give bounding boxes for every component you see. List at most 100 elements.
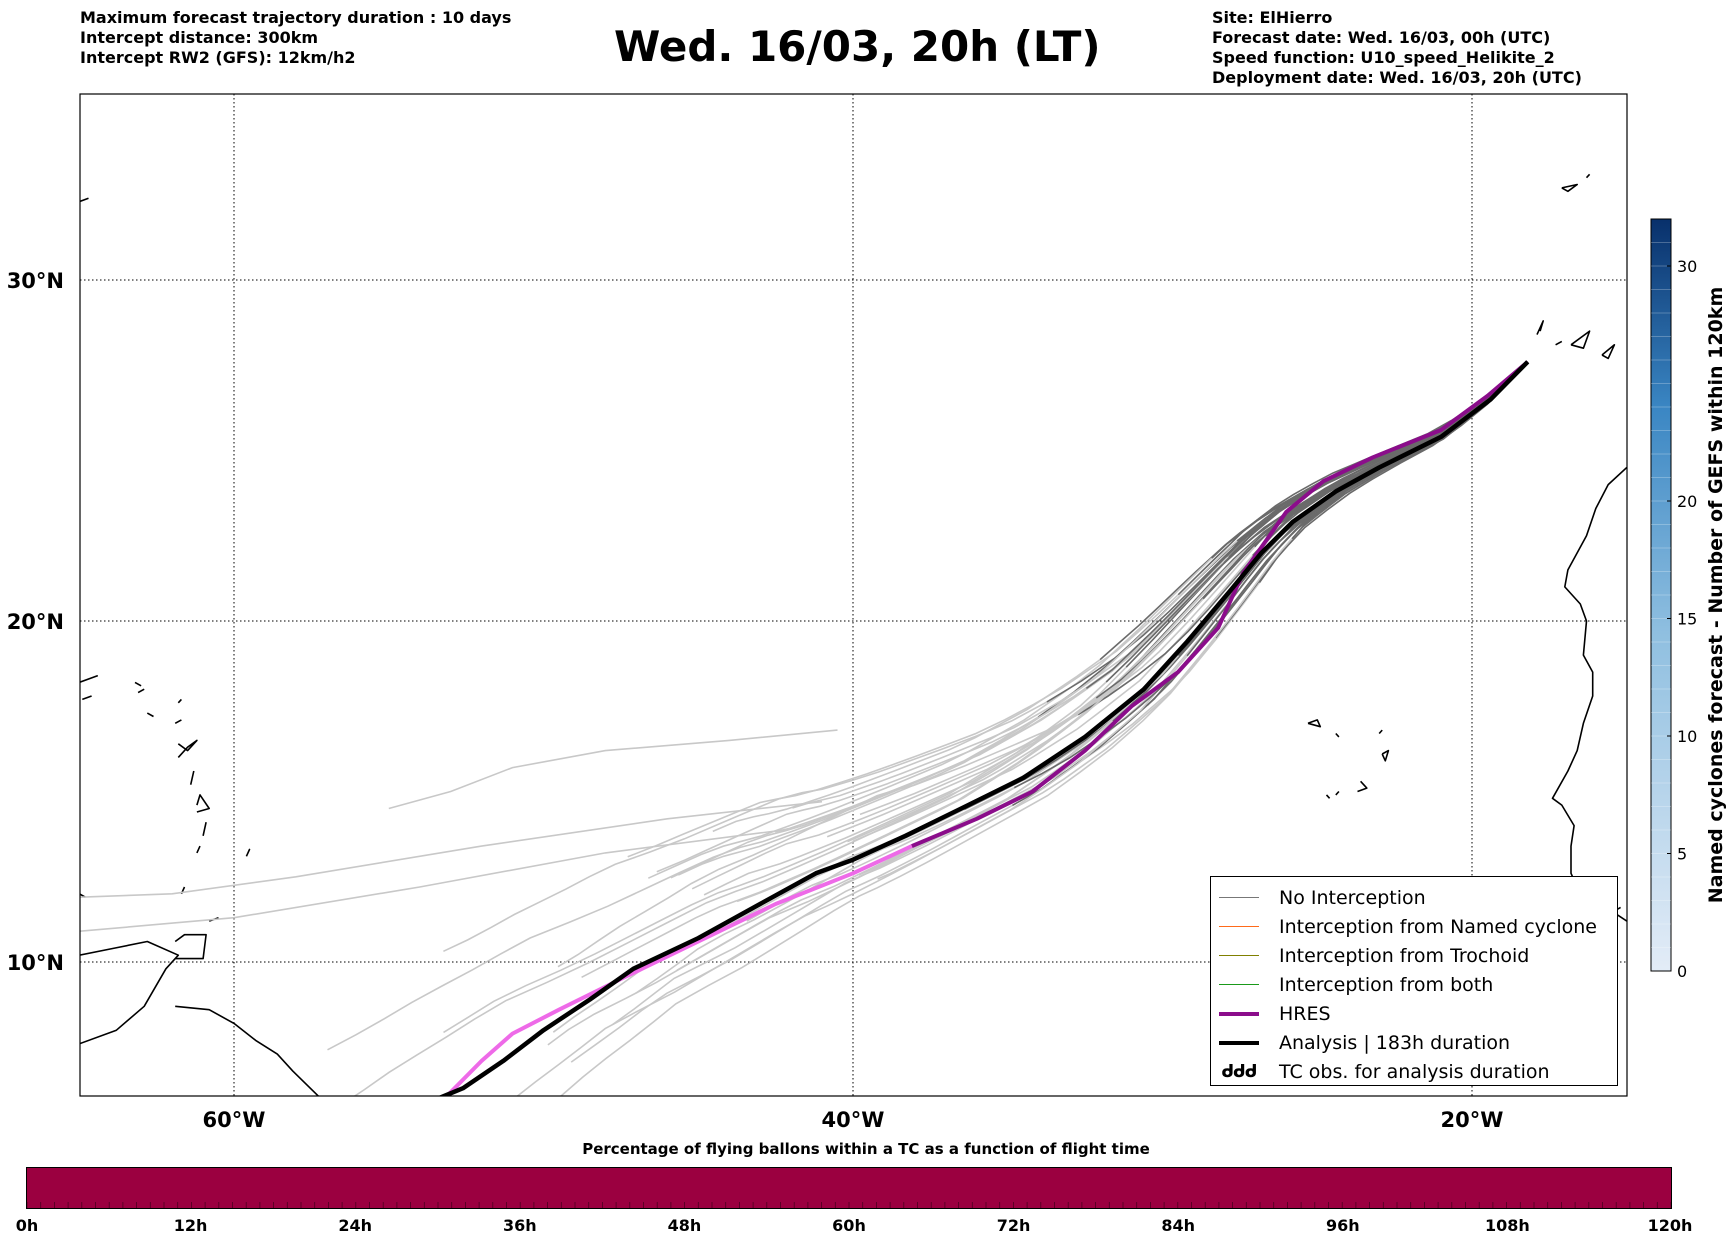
legend-swatch — [1219, 897, 1259, 898]
lon-tick-label: 20°W — [1441, 1108, 1504, 1130]
coastlines — [80, 173, 1627, 1096]
coastline-segment — [1561, 183, 1578, 193]
coastline-segment — [245, 848, 251, 857]
time-colorbar-tick-label: 84h — [1161, 1216, 1196, 1235]
colorbar-tick-label: 15 — [1677, 610, 1697, 629]
coastline-segment — [1335, 790, 1340, 796]
coastline-segment — [175, 1005, 320, 1096]
colorbar-tick-label: 10 — [1677, 727, 1697, 746]
legend-line-icon — [1219, 955, 1259, 956]
legend-label: Analysis | 183h duration — [1279, 1031, 1511, 1054]
coastline-segment — [1555, 340, 1563, 346]
legend-label: No Interception — [1279, 886, 1426, 909]
colorbar-tick-label: 30 — [1677, 257, 1697, 276]
deployment-date-text: Deployment date: Wed. 16/03, 20h (UTC) — [1212, 68, 1582, 87]
ensemble-member-late — [736, 533, 1265, 903]
time-colorbar-fill — [27, 1168, 1671, 1208]
ensemble-member-late — [547, 607, 1216, 1046]
colorbar-tick-label: 0 — [1677, 962, 1687, 981]
ensemble-member-west — [80, 828, 792, 933]
main-trajectories — [438, 360, 1530, 1096]
coastline-segment — [80, 674, 99, 683]
time-colorbar-tick-label: 72h — [996, 1216, 1031, 1235]
legend-item: Interception from both — [1219, 970, 1493, 999]
coastline-segment — [1381, 749, 1390, 762]
time-colorbar-tick-label: 0h — [15, 1216, 39, 1235]
coastline-segment — [174, 719, 182, 725]
max-duration-text: Maximum forecast trajectory duration : 1… — [80, 8, 512, 27]
legend-label: TC obs. for analysis duration — [1279, 1060, 1550, 1083]
legend-line-icon — [1219, 1011, 1259, 1016]
legend-label: Interception from Named cyclone — [1279, 915, 1597, 938]
ensemble-member-west — [80, 800, 823, 898]
ensemble-member-west — [388, 729, 838, 810]
legend-swatch — [1219, 1040, 1259, 1045]
coastline-segment — [82, 695, 92, 701]
map-frame — [79, 93, 1628, 1097]
coastline-segment — [134, 681, 142, 687]
coastline-segment — [1570, 330, 1591, 349]
legend-item: ᑯᑯᑯ TC obs. for analysis duration — [1219, 1057, 1550, 1086]
ensemble-member-late — [559, 637, 1217, 1096]
coastline-segment — [1585, 173, 1591, 179]
legend-label: Interception from Trochoid — [1279, 944, 1530, 967]
coastline-segment — [177, 739, 198, 758]
ensemble-member-late — [627, 594, 1179, 858]
time-colorbar-title: Percentage of flying ballons within a TC… — [582, 1140, 1150, 1158]
time-colorbar — [26, 1167, 1672, 1209]
legend-label: HRES — [1279, 1002, 1331, 1025]
ensemble-member-late — [516, 655, 1188, 1096]
coastline-segment — [137, 688, 145, 694]
time-colorbar-tick-label: 12h — [173, 1216, 208, 1235]
time-colorbar-tick-label: 96h — [1325, 1216, 1360, 1235]
map-legend: No Interception Interception from Named c… — [1210, 876, 1618, 1086]
time-colorbar-tick-label: 108h — [1484, 1216, 1530, 1235]
hres-trajectory-late — [444, 844, 913, 1096]
coastline-segment — [177, 698, 182, 704]
lat-tick-label: 30°N — [7, 269, 64, 293]
forecast-date-text: Forecast date: Wed. 16/03, 00h (UTC) — [1212, 28, 1551, 47]
coastline-segment — [196, 845, 201, 854]
ensemble-member-late — [691, 697, 1097, 890]
intercept-distance-text: Intercept distance: 300km — [80, 28, 319, 47]
time-colorbar-tick-label: 36h — [502, 1216, 537, 1235]
coastline-segment — [1536, 320, 1544, 335]
coastline-segment — [196, 794, 210, 813]
ensemble-member-late — [635, 786, 1015, 995]
legend-item: No Interception — [1219, 883, 1426, 912]
legend-swatch — [1219, 926, 1259, 927]
ensemble-member-late — [353, 666, 1127, 1096]
ensemble-member-late — [656, 562, 1225, 873]
legend-item: HRES — [1219, 999, 1331, 1028]
coastline-segment — [146, 712, 154, 718]
lat-tick-label: 10°N — [7, 951, 64, 975]
intercept-rw2-text: Intercept RW2 (GFS): 12km/h2 — [80, 48, 356, 67]
coastline-segment — [1335, 732, 1340, 738]
ensemble-member-late — [443, 701, 1048, 953]
ensemble-member-late — [746, 689, 1146, 922]
time-colorbar-tick-label: 120h — [1647, 1216, 1693, 1235]
coastline-segment — [202, 822, 207, 836]
lat-tick-label: 20°N — [7, 610, 64, 634]
legend-swatch — [1219, 984, 1259, 985]
lon-tick-label: 40°W — [822, 1108, 885, 1130]
cyclone-colorbar-label: Named cyclones forecast - Number of GEFS… — [1705, 287, 1727, 904]
ensemble-member-late — [712, 658, 1101, 833]
header-right-info: Site: ElHierro Forecast date: Wed. 16/03… — [1212, 8, 1582, 88]
legend-line-icon — [1219, 897, 1259, 898]
ensemble-member-late — [647, 557, 1213, 879]
coastline-segment — [1307, 719, 1322, 728]
lon-tick-label: 60°W — [203, 1108, 266, 1130]
site-text: Site: ElHierro — [1212, 8, 1333, 27]
colorbar-tick-label: 5 — [1677, 845, 1687, 864]
legend-line-icon — [1219, 926, 1259, 927]
legend-item: Interception from Named cyclone — [1219, 912, 1597, 941]
coastline-segment — [1601, 344, 1616, 360]
ensemble-member-late — [852, 555, 1254, 842]
legend-swatch — [1219, 1011, 1259, 1016]
coastline-segment — [1357, 780, 1368, 793]
page-title: Wed. 16/03, 20h (LT) — [614, 22, 1101, 71]
speed-function-text: Speed function: U10_speed_Helikite_2 — [1212, 48, 1555, 67]
coastline-segment — [1551, 466, 1627, 922]
ensemble-member-late — [676, 720, 1114, 971]
